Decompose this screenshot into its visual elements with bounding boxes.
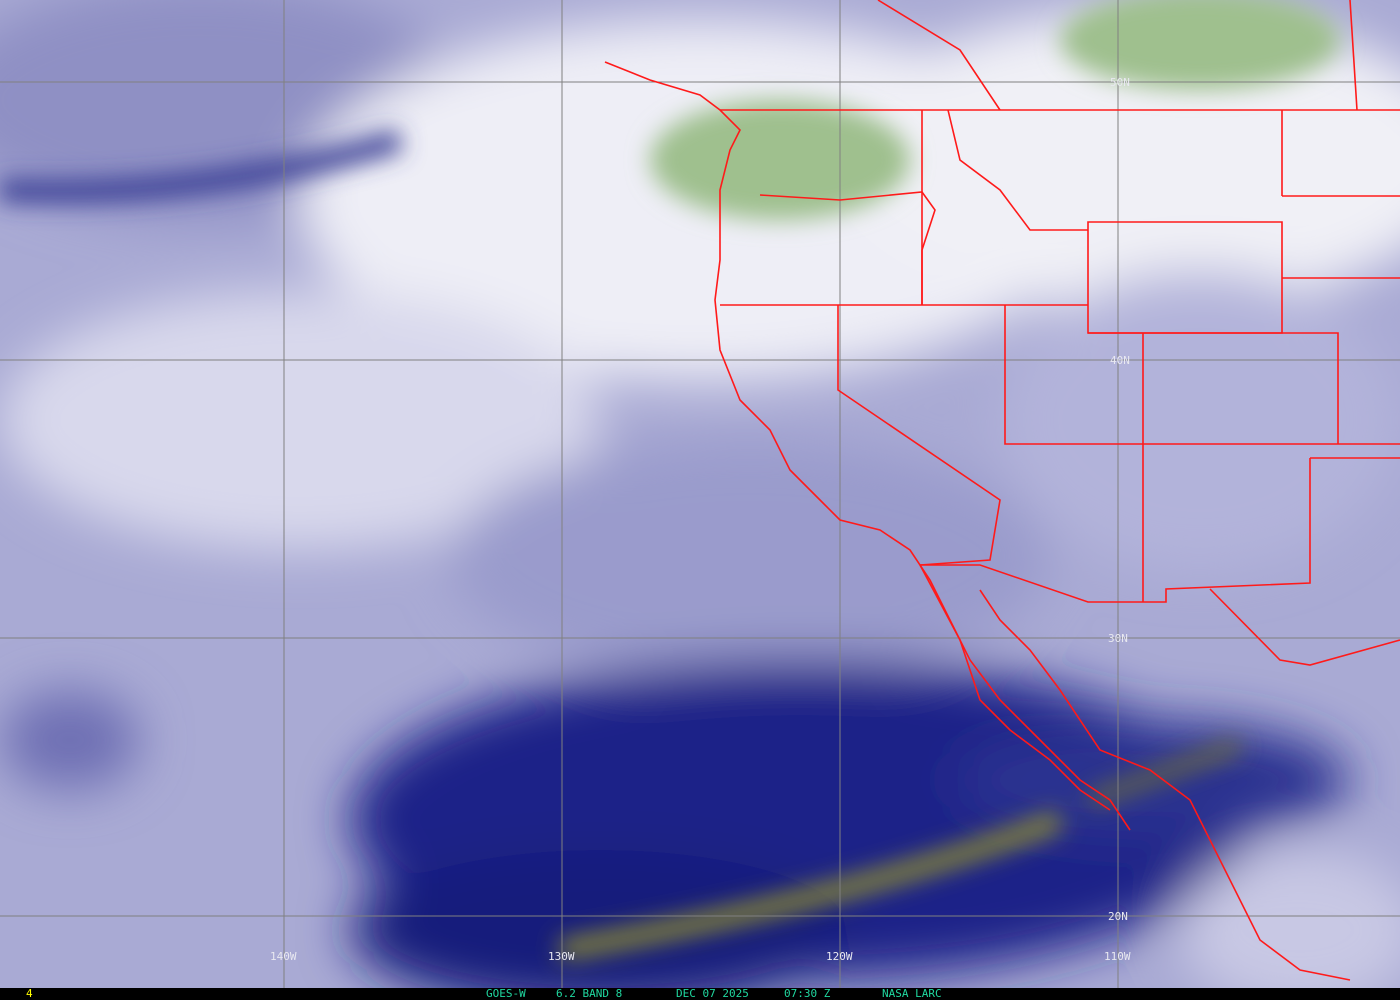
lat-label: 30N <box>1108 632 1128 645</box>
longitude-labels: 140W 130W 120W 110W <box>270 950 1131 963</box>
lon-label: 140W <box>270 950 297 963</box>
latitude-labels: 50N 40N 30N 20N <box>1108 76 1130 923</box>
political-boundaries <box>604 0 1400 981</box>
frame-number: 4 <box>26 987 33 1000</box>
lon-label: 130W <box>548 950 575 963</box>
product-name: 6.2 BAND 8 <box>556 987 623 1000</box>
moisture-features <box>0 0 1340 960</box>
lon-label: 120W <box>826 950 853 963</box>
lat-label: 20N <box>1108 910 1128 923</box>
caption-bar: 4 GOES-W 6.2 BAND 8 DEC 07 2025 07:30 Z … <box>0 988 1400 1000</box>
satellite-name: GOES-W <box>486 987 526 1000</box>
lat-label: 50N <box>1110 76 1130 89</box>
image-date: DEC 07 2025 <box>676 987 749 1000</box>
lon-label: 110W <box>1104 950 1131 963</box>
image-time: 07:30 Z <box>784 987 831 1000</box>
lat-label: 40N <box>1110 354 1130 367</box>
image-source: NASA LARC <box>882 987 942 1000</box>
